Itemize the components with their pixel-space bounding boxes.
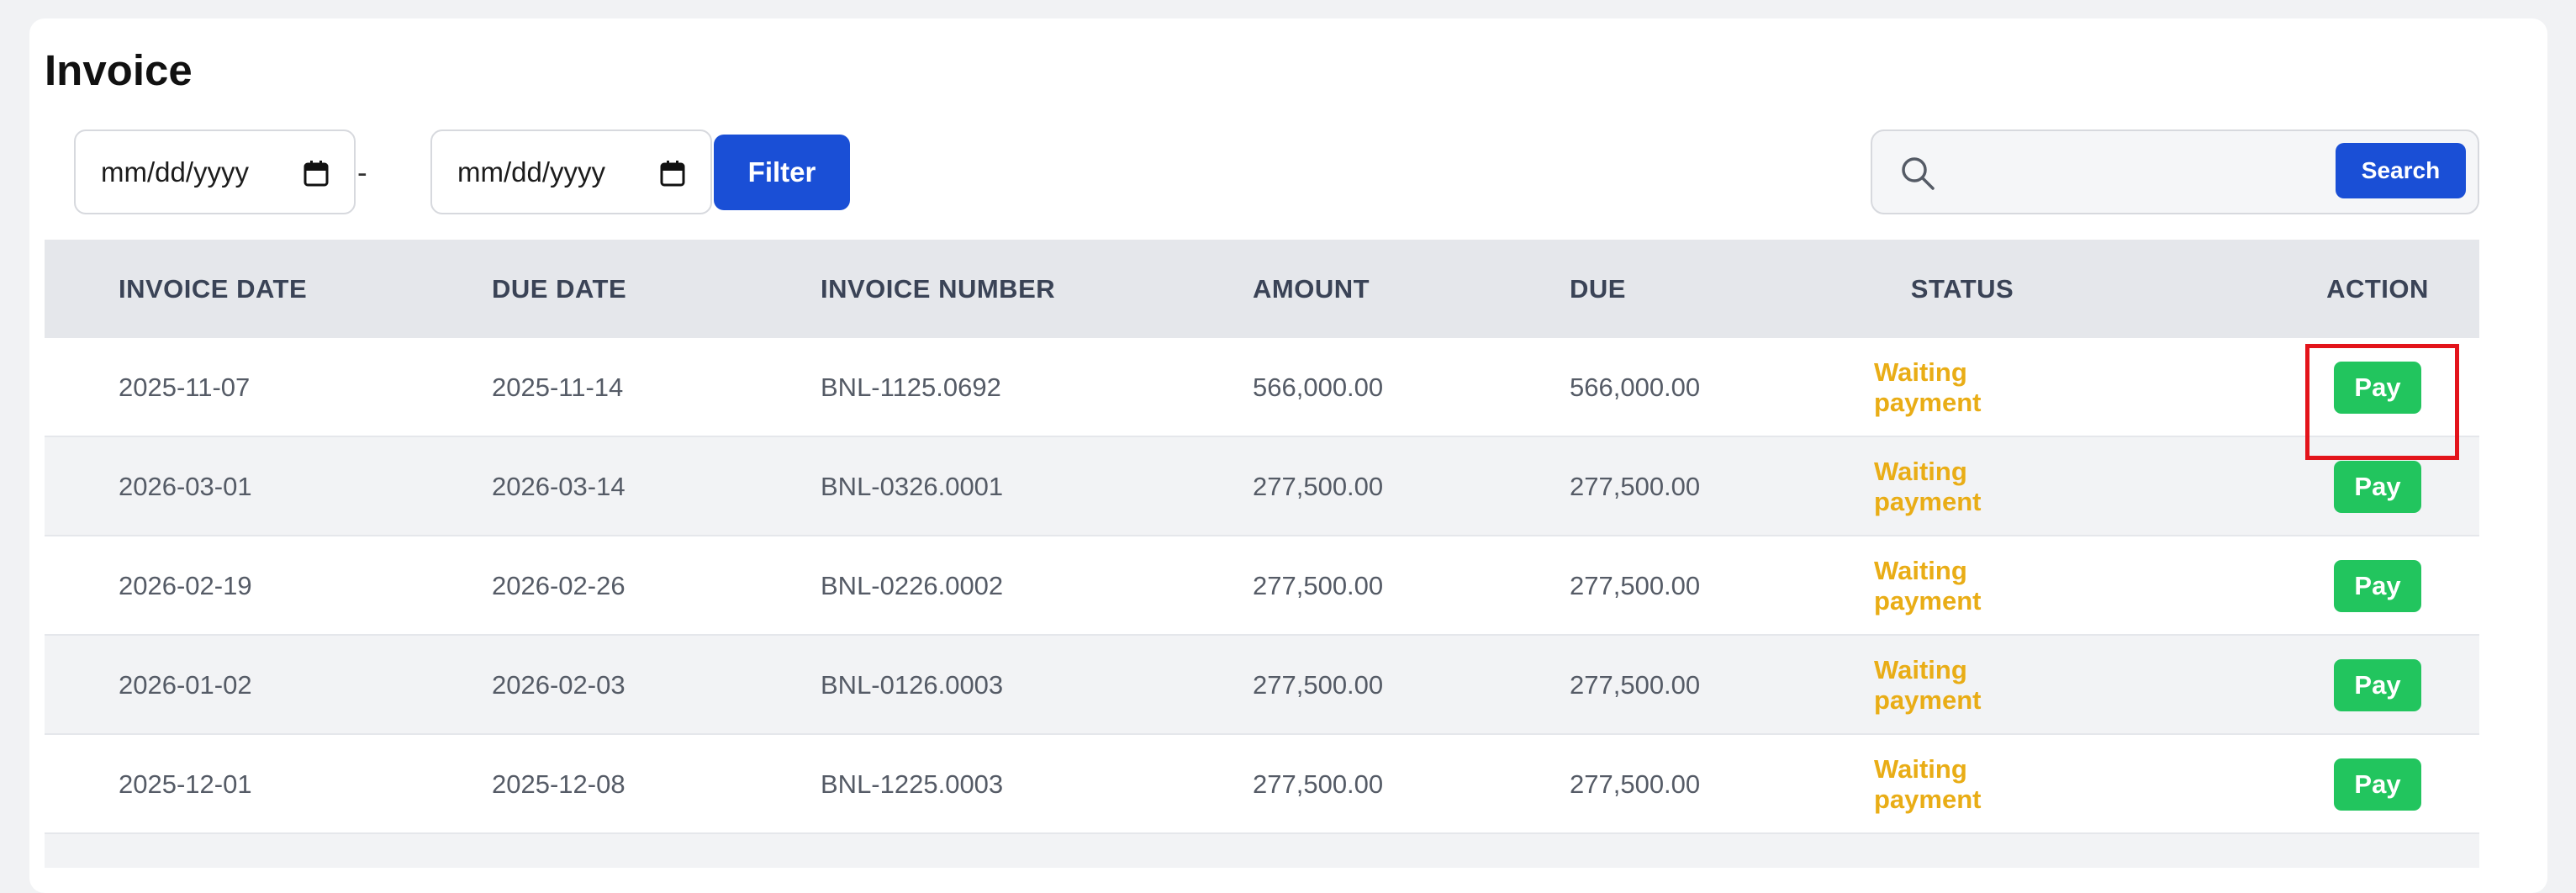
amount-cell: 566,000.00 [1253, 373, 1384, 402]
due-cell: 566,000.00 [1570, 373, 1701, 402]
end-date-input[interactable]: mm/dd/yyyy [430, 129, 712, 214]
invoice-number-cell: BNL-1125.0692 [821, 373, 1001, 402]
table-header: INVOICE DATE DUE DATE INVOICE NUMBER AMO… [45, 240, 2479, 338]
invoice-date-cell: 2026-02-19 [119, 571, 252, 600]
search-box: Search [1871, 129, 2479, 214]
due-cell: 277,500.00 [1570, 472, 1701, 501]
highlight-box [2305, 344, 2459, 460]
pay-button[interactable]: Pay [2334, 461, 2421, 513]
pay-button[interactable]: Pay [2334, 362, 2421, 414]
search-icon [1899, 155, 1936, 196]
table-row: 2026-01-02 2026-02-03 BNL-0126.0003 277,… [45, 636, 2479, 735]
invoice-table: INVOICE DATE DUE DATE INVOICE NUMBER AMO… [45, 240, 2479, 868]
amount-cell: 277,500.00 [1253, 670, 1384, 700]
date-range-separator: - [357, 156, 367, 189]
column-header-invoice-number: INVOICE NUMBER [821, 273, 1056, 304]
column-header-due: DUE [1570, 273, 1626, 304]
table-row: 2025-12-01 2025-12-08 BNL-1225.0003 277,… [45, 735, 2479, 834]
start-date-placeholder: mm/dd/yyyy [101, 156, 250, 188]
table-row: 2025-11-07 2025-11-14 BNL-1125.0692 566,… [45, 338, 2479, 437]
page-title: Invoice [45, 46, 193, 94]
table-row: 2026-03-01 2026-03-14 BNL-0326.0001 277,… [45, 437, 2479, 536]
due-date-cell: 2026-03-14 [492, 472, 626, 501]
search-button[interactable]: Search [2336, 143, 2466, 198]
due-cell: 277,500.00 [1570, 769, 1701, 799]
due-date-cell: 2025-11-14 [492, 373, 624, 402]
table-row-partial [45, 834, 2479, 868]
due-date-cell: 2026-02-03 [492, 670, 626, 700]
search-input[interactable] [1948, 148, 2389, 198]
amount-cell: 277,500.00 [1253, 472, 1384, 501]
invoice-number-cell: BNL-1225.0003 [821, 769, 1004, 799]
invoice-date-cell: 2025-11-07 [119, 373, 251, 402]
amount-cell: 277,500.00 [1253, 571, 1384, 600]
end-date-placeholder: mm/dd/yyyy [457, 156, 606, 188]
pay-button[interactable]: Pay [2334, 659, 2421, 711]
invoice-number-cell: BNL-0226.0002 [821, 571, 1004, 600]
invoice-number-cell: BNL-0126.0003 [821, 670, 1004, 700]
filter-button[interactable]: Filter [714, 135, 850, 210]
column-header-due-date: DUE DATE [492, 273, 627, 304]
column-header-invoice-date: INVOICE DATE [119, 273, 308, 304]
due-cell: 277,500.00 [1570, 670, 1701, 700]
status-badge: Waiting payment [1874, 357, 1982, 417]
invoice-date-cell: 2025-12-01 [119, 769, 252, 799]
status-badge: Waiting payment [1874, 655, 1982, 715]
due-date-cell: 2025-12-08 [492, 769, 626, 799]
calendar-icon[interactable] [304, 160, 329, 193]
column-header-action: ACTION [2326, 273, 2429, 304]
amount-cell: 277,500.00 [1253, 769, 1384, 799]
start-date-input[interactable]: mm/dd/yyyy [74, 129, 356, 214]
status-badge: Waiting payment [1874, 556, 1982, 616]
invoice-date-cell: 2026-01-02 [119, 670, 252, 700]
invoice-date-cell: 2026-03-01 [119, 472, 252, 501]
status-badge: Waiting payment [1874, 754, 1982, 814]
column-header-status: STATUS [1910, 273, 2014, 304]
column-header-amount: AMOUNT [1253, 273, 1370, 304]
due-date-cell: 2026-02-26 [492, 571, 626, 600]
pay-button[interactable]: Pay [2334, 560, 2421, 612]
calendar-icon[interactable] [660, 160, 685, 193]
invoice-number-cell: BNL-0326.0001 [821, 472, 1004, 501]
due-cell: 277,500.00 [1570, 571, 1701, 600]
table-row: 2026-02-19 2026-02-26 BNL-0226.0002 277,… [45, 536, 2479, 636]
status-badge: Waiting payment [1874, 457, 1982, 516]
pay-button[interactable]: Pay [2334, 758, 2421, 811]
